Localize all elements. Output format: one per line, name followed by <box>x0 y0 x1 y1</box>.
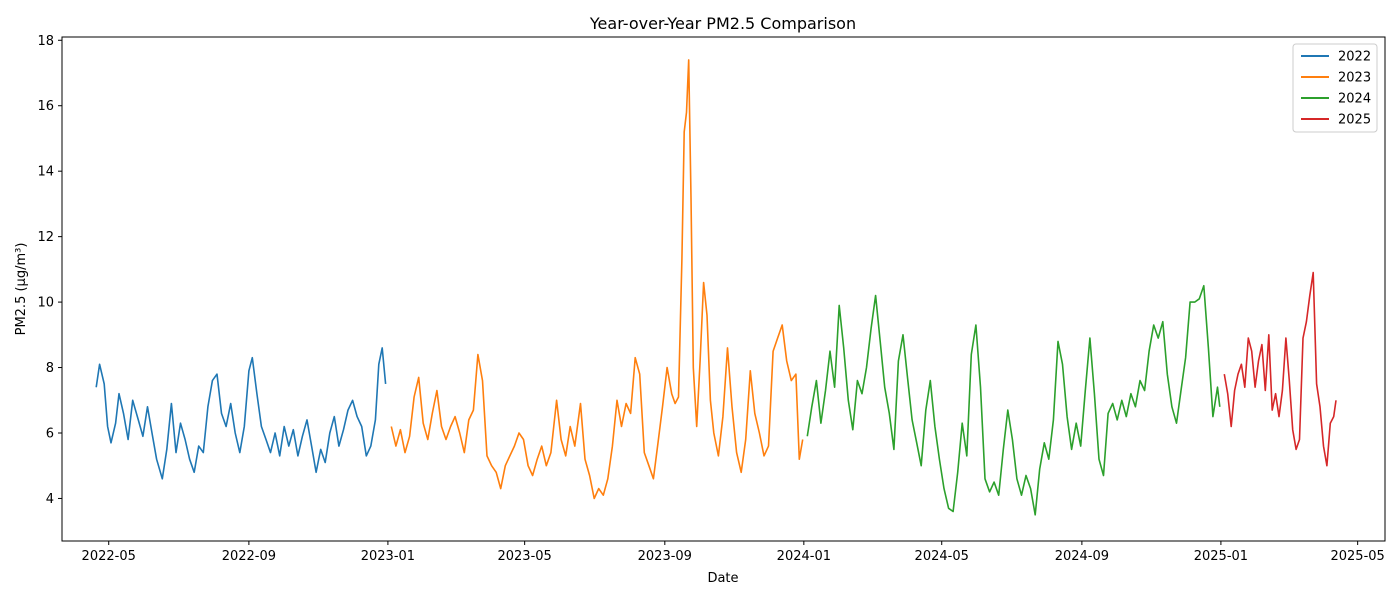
x-tick-label: 2023-01 <box>361 549 415 564</box>
legend-box <box>1292 43 1378 133</box>
x-tick-label: 2024-01 <box>777 549 831 564</box>
plot-frame <box>61 36 1386 542</box>
legend-label-2022: 2022 <box>1338 50 1371 65</box>
legend-label-2025: 2025 <box>1338 113 1371 128</box>
series-line-2023 <box>390 59 804 500</box>
legend-label-2024: 2024 <box>1338 92 1371 107</box>
x-tick-label: 2022-05 <box>82 549 136 564</box>
y-tick-label: 14 <box>37 165 54 180</box>
x-tick-label: 2025-05 <box>1330 549 1384 564</box>
x-axis-label: Date <box>707 571 738 586</box>
y-tick-label: 8 <box>46 361 54 376</box>
x-tick-label: 2024-05 <box>915 549 969 564</box>
y-axis: 4 6 8 10 12 14 16 18 <box>37 34 62 507</box>
series-line-2025 <box>1223 271 1337 467</box>
x-tick-label: 2023-09 <box>638 549 692 564</box>
legend-label-2023: 2023 <box>1338 71 1371 86</box>
x-tick-label: 2025-01 <box>1194 549 1248 564</box>
y-tick-label: 16 <box>37 99 54 114</box>
series-line-2022 <box>95 347 387 480</box>
chart-title: Year-over-Year PM2.5 Comparison <box>589 14 856 33</box>
y-tick-label: 4 <box>46 492 54 507</box>
series-line-2024 <box>806 284 1221 516</box>
y-axis-label: PM2.5 (µg/m³) <box>14 243 29 336</box>
x-tick-label: 2022-09 <box>222 549 276 564</box>
y-tick-label: 18 <box>37 34 54 49</box>
plot-lines <box>95 59 1337 516</box>
y-tick-label: 10 <box>37 296 54 311</box>
x-tick-label: 2023-05 <box>497 549 551 564</box>
y-tick-label: 12 <box>37 230 54 245</box>
legend: 2022 2023 2024 2025 <box>1292 43 1378 133</box>
x-axis: 2022-05 2022-09 2023-01 2023-05 2023-09 2024-… <box>82 541 1385 564</box>
x-tick-label: 2024-09 <box>1055 549 1109 564</box>
y-tick-label: 6 <box>46 427 54 442</box>
